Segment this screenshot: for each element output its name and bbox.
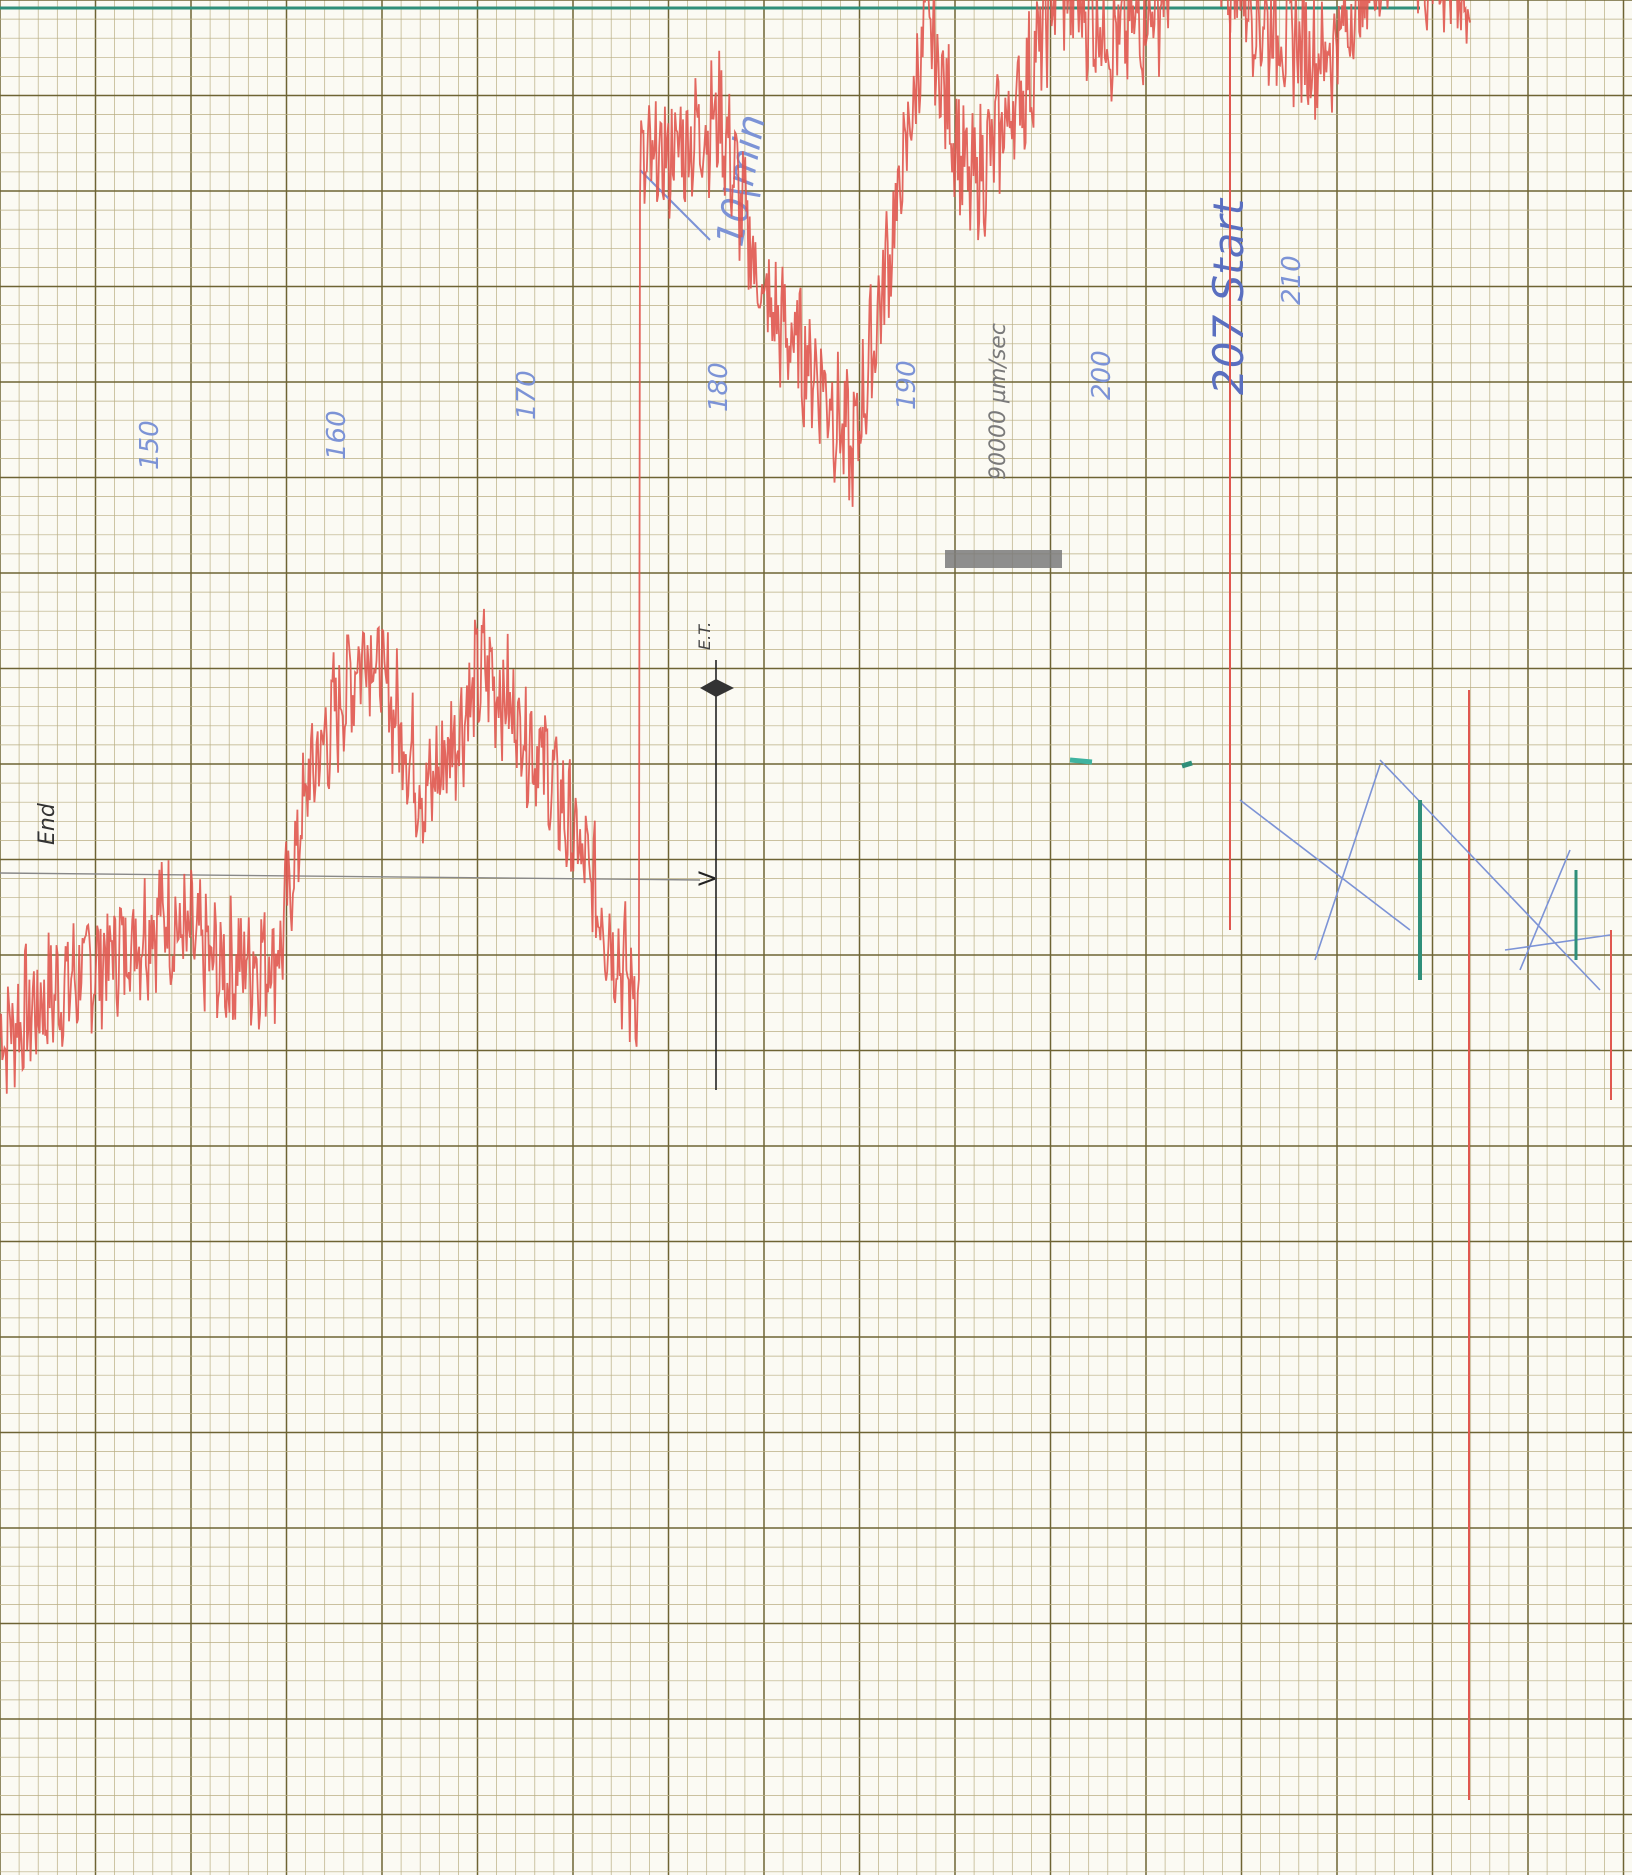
- v-annotation: V: [696, 871, 721, 886]
- pencil-bar-mark: [945, 550, 1062, 568]
- tick-label-200: 200: [1087, 350, 1117, 400]
- teal-dash-2: [1181, 760, 1193, 769]
- tick-label-190: 190: [892, 360, 922, 410]
- blue-stroke-5: [1504, 934, 1611, 951]
- pencil-baseline: [0, 872, 701, 881]
- recorder-trace-group: [0, 0, 1471, 1094]
- tick-label-170: 170: [512, 370, 542, 420]
- tick-label-150: 150: [135, 420, 165, 470]
- tick-label-180: 180: [704, 362, 734, 412]
- end-annotation: End: [35, 802, 60, 845]
- tick-label-210: 210: [1277, 255, 1307, 305]
- et-diamond-marker: [700, 679, 734, 697]
- start-annotation: 207 Start: [1204, 197, 1253, 395]
- teal-dash-1: [1069, 757, 1093, 765]
- blue-stroke-1: [1239, 799, 1411, 931]
- blue-stroke-4: [1519, 849, 1571, 971]
- speed-annotation: 90000 µm/sec: [986, 323, 1011, 480]
- tick-label-group: 150 160 170 180 190 200 210: [135, 255, 1307, 470]
- series-line: [0, 0, 1471, 1094]
- blue-stroke-2: [1379, 759, 1601, 991]
- tick-label-160: 160: [322, 410, 352, 460]
- et-annotation: E.T.: [695, 622, 714, 650]
- blue-stroke-3: [1314, 764, 1381, 961]
- scale-slash: [639, 169, 711, 241]
